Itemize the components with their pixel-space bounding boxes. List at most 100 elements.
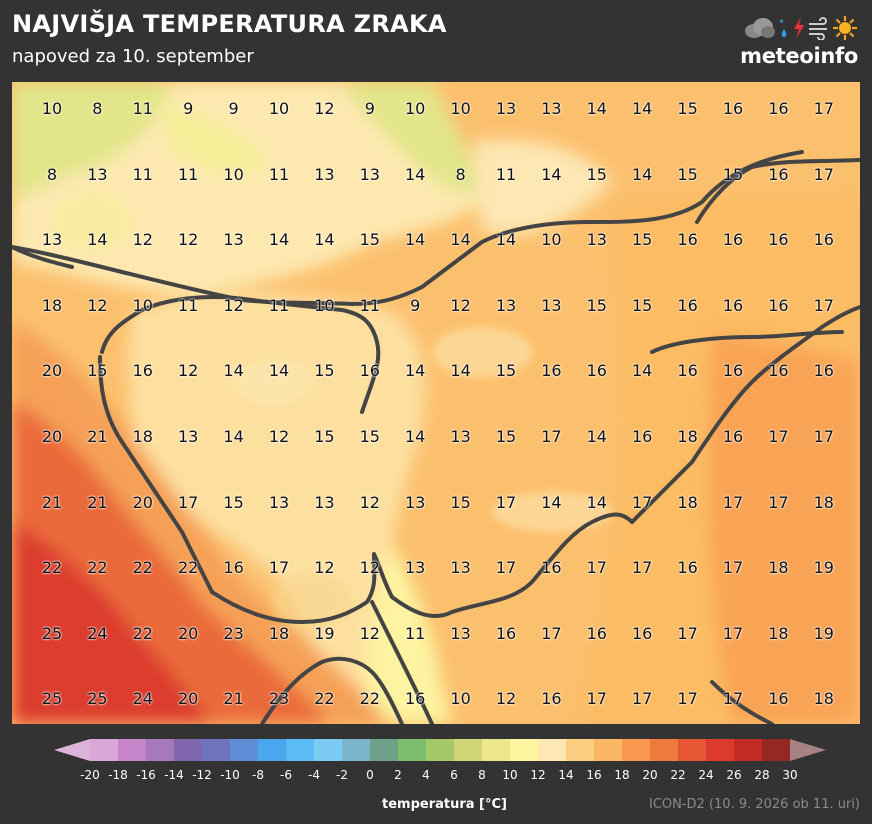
temperature-value: 14	[586, 99, 607, 118]
temperature-value: 14	[314, 230, 335, 250]
temperature-value: 17	[722, 558, 744, 578]
colorbar-tick-label: 16	[586, 768, 602, 782]
temperature-value: 16	[586, 361, 607, 381]
temperature-value: 17	[677, 689, 698, 709]
colorbar-tick-label: 18	[614, 768, 630, 782]
model-info: ICON-D2 (10. 9. 2026 ob 11. uri)	[648, 797, 860, 812]
temperature-value: 12	[495, 689, 517, 709]
temperature-value: 8	[455, 164, 466, 184]
temperature-value: 10	[541, 230, 562, 250]
temperature-value: 10	[405, 99, 426, 118]
temperature-value: 25	[41, 623, 63, 643]
temperature-value: 20	[132, 492, 153, 512]
logo-text: meteoinfo	[740, 44, 858, 68]
temperature-value: 16	[677, 361, 698, 381]
temperature-value: 14	[223, 361, 244, 381]
temperature-value: 14	[495, 230, 517, 250]
temperature-value: 14	[405, 427, 426, 446]
temperature-value: 16	[768, 361, 789, 381]
temperature-value: 17	[722, 689, 744, 709]
temperature-value: 21	[223, 689, 244, 709]
temperature-value: 13	[450, 558, 471, 578]
temperature-value: 10	[450, 99, 471, 118]
wind-icon	[809, 17, 827, 40]
temperature-value: 14	[87, 230, 108, 250]
temperature-value: 11	[178, 295, 199, 315]
temperature-value: 22	[41, 558, 63, 578]
colorbar-tick-label: 26	[726, 768, 742, 782]
temperature-value: 16	[632, 427, 653, 446]
temperature-value: 15	[677, 164, 698, 184]
colorbar-tick-label: -4	[308, 768, 320, 782]
meteoinfo-logo[interactable]: * meteoinfo	[718, 14, 858, 70]
temperature-value: 15	[722, 164, 744, 184]
temperature-value: 15	[677, 99, 698, 118]
border-north	[12, 150, 804, 306]
temperature-value: 12	[359, 623, 380, 643]
temperature-value: 18	[677, 427, 698, 446]
temperature-value: 9	[228, 99, 239, 118]
temperature-value: 16	[722, 230, 744, 250]
temperature-value: 12	[268, 427, 290, 446]
temperature-value: 19	[813, 623, 834, 643]
temperature-value: 16	[632, 623, 653, 643]
temperature-value: 17	[586, 558, 607, 578]
temperature-value: 12	[132, 230, 153, 250]
colorbar-tick-label: 4	[422, 768, 430, 782]
temperature-value: 10	[41, 99, 63, 118]
temperature-value: 16	[223, 558, 244, 578]
map-title: NAJVIŠJA TEMPERATURA ZRAKA	[12, 10, 447, 38]
temperature-value: 15	[359, 427, 380, 446]
colorbar-segment	[342, 739, 371, 761]
temperature-value: 16	[722, 99, 744, 118]
colorbar-segment	[594, 739, 623, 761]
map-background	[12, 82, 860, 724]
colorbar-segment	[426, 739, 455, 761]
temperature-value: 13	[359, 164, 380, 184]
temperature-value: 15	[314, 427, 335, 446]
temperature-map[interactable]: 10 8 11 9 9 10 12 9 10 10 13 13 14 14 15 16 16 17 8 13 11 11 1…	[12, 82, 860, 724]
temperature-value: 10	[223, 164, 244, 184]
temperature-value: 14	[632, 164, 653, 184]
colorbar-tick-label: -10	[220, 768, 240, 782]
temperature-value: 16	[359, 361, 380, 381]
temperature-value: 10	[314, 295, 335, 315]
temperature-value: 13	[541, 99, 562, 118]
colorbar-segment	[762, 739, 791, 761]
logo-icons: *	[742, 14, 858, 42]
temperature-value: 15	[359, 230, 380, 250]
temperature-value: 12	[223, 295, 244, 315]
temperature-value: 21	[87, 492, 108, 512]
temperature-value: 16	[586, 623, 607, 643]
temperature-value: 18	[268, 623, 290, 643]
colorbar-segment	[398, 739, 427, 761]
colorbar	[54, 739, 826, 761]
temperature-value: 17	[586, 689, 607, 709]
temperature-value: 24	[87, 623, 108, 643]
temperature-value: 14	[450, 361, 471, 381]
temperature-value: 12	[314, 99, 335, 118]
temperature-value: 18	[768, 558, 789, 578]
temperature-value: 17	[813, 295, 834, 315]
temperature-value: 15	[495, 361, 517, 381]
temperature-value: 16	[722, 295, 744, 315]
colorbar-segment	[90, 739, 119, 761]
temperature-value: 16	[495, 623, 517, 643]
temperature-value: 20	[41, 427, 63, 446]
colorbar-segment	[230, 739, 259, 761]
colorbar-tick-label: 6	[450, 768, 458, 782]
temperature-value: 14	[541, 164, 562, 184]
temperature-value: 13	[405, 492, 426, 512]
colorbar-label: temperatura [°C]	[382, 797, 507, 812]
border-south	[210, 512, 634, 624]
colorbar-segment	[510, 739, 539, 761]
temperature-value: 11	[268, 164, 290, 184]
temperature-value: 11	[495, 164, 517, 184]
temperature-value: 17	[632, 689, 653, 709]
border-southeast	[630, 305, 860, 524]
temperature-value: 12	[178, 230, 199, 250]
colorbar-tick-label: -18	[108, 768, 128, 782]
temperature-value: 21	[87, 427, 108, 446]
colorbar-segment	[650, 739, 679, 761]
temperature-value: 14	[268, 361, 290, 381]
